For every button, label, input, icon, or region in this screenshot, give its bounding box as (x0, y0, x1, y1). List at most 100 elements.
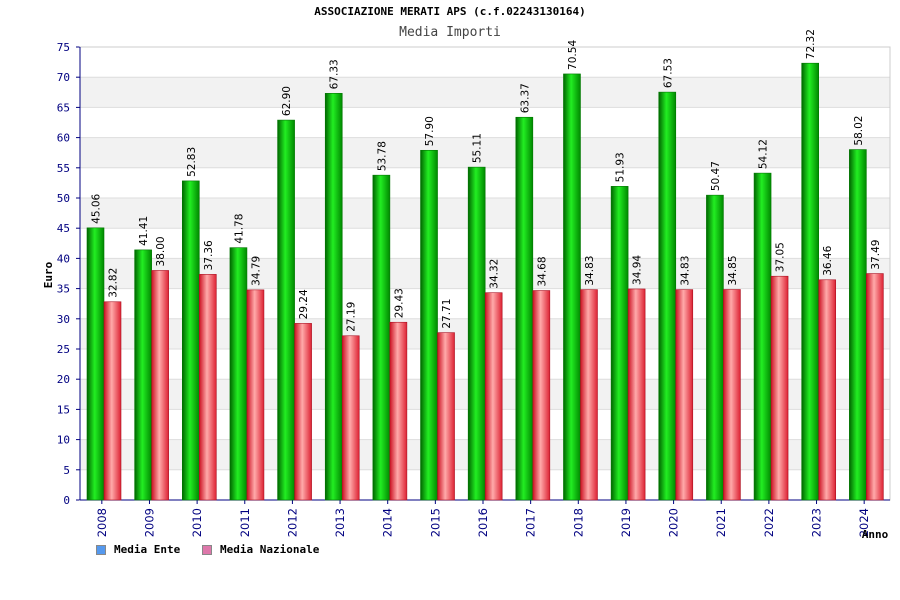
grid-band (80, 77, 890, 108)
data-label: 67.53 (662, 58, 674, 88)
data-label: 37.49 (870, 239, 882, 269)
bar-media-nazionale-2014 (389, 321, 408, 501)
data-label: 32.82 (108, 268, 120, 298)
x-tick-label: 2009 (142, 508, 156, 537)
x-tick-label: 2012 (285, 508, 299, 537)
y-tick-label: 20 (57, 373, 70, 386)
bar-media-ente-2020 (658, 91, 677, 501)
y-tick-label: 35 (57, 283, 70, 296)
data-label: 34.79 (250, 256, 262, 286)
x-tick-label: 2010 (190, 508, 204, 537)
bar-media-nazionale-2018 (580, 289, 598, 501)
bar-media-ente-2009 (134, 249, 152, 501)
chart-title: ASSOCIAZIONE MERATI APS (c.f.02243130164… (314, 5, 586, 18)
y-tick-label: 45 (57, 222, 70, 235)
y-tick-label: 0 (63, 494, 70, 507)
data-label: 38.00 (155, 236, 167, 266)
x-tick-label: 2024 (857, 508, 871, 537)
bar-media-nazionale-2024 (866, 273, 884, 501)
data-label: 29.43 (393, 288, 405, 318)
y-tick-label: 50 (57, 192, 70, 205)
y-tick-label: 5 (63, 464, 70, 477)
legend-swatch-media-nazionale (202, 544, 212, 555)
bar-media-ente-2022 (753, 172, 772, 501)
data-label: 55.11 (472, 133, 484, 163)
bar-media-nazionale-2010 (198, 274, 217, 501)
data-label: 34.32 (489, 259, 501, 289)
y-tick-label: 55 (57, 162, 70, 175)
bar-media-nazionale-2020 (675, 289, 694, 501)
bar-media-nazionale-2013 (341, 335, 360, 501)
y-tick-label: 15 (57, 403, 70, 416)
bar-media-nazionale-2019 (627, 288, 646, 501)
bar-media-nazionale-2008 (103, 301, 122, 501)
data-label: 67.33 (329, 59, 341, 89)
bar-media-ente-2023 (801, 62, 820, 501)
y-tick-label: 30 (57, 313, 70, 326)
x-tick-label: 2017 (524, 508, 538, 537)
data-label: 27.71 (441, 299, 453, 329)
bar-media-ente-2024 (849, 149, 867, 501)
data-label: 45.06 (91, 193, 103, 223)
y-tick-label: 60 (57, 132, 70, 145)
bar-media-nazionale-2012 (294, 323, 312, 501)
bar-media-nazionale-2011 (246, 289, 265, 501)
x-axis-label: Anno (862, 528, 889, 541)
x-tick-label: 2022 (762, 508, 776, 537)
bar-media-ente-2008 (86, 227, 105, 501)
legend-label-media-ente: Media Ente (114, 543, 181, 556)
data-label: 37.36 (203, 240, 215, 270)
x-tick-label: 2020 (667, 508, 681, 537)
bar-media-ente-2017 (515, 116, 534, 501)
data-label: 52.83 (186, 147, 198, 177)
data-label: 50.47 (710, 161, 722, 191)
x-tick-label: 2016 (476, 508, 490, 537)
y-axis-label: Euro (42, 261, 55, 288)
y-tick-label: 70 (57, 71, 70, 84)
data-label: 57.90 (424, 116, 436, 146)
data-label: 62.90 (281, 86, 293, 116)
bar-media-nazionale-2016 (484, 292, 503, 501)
data-label: 34.94 (632, 255, 644, 285)
bar-media-nazionale-2017 (532, 290, 551, 501)
bar-media-ente-2014 (372, 174, 391, 501)
bar-media-nazionale-2023 (818, 279, 837, 501)
data-label: 27.19 (346, 302, 358, 332)
data-label: 70.54 (567, 40, 579, 70)
x-tick-label: 2014 (381, 508, 395, 537)
x-tick-label: 2008 (95, 508, 109, 537)
x-tick-label: 2023 (810, 508, 824, 537)
data-label: 34.83 (679, 256, 691, 286)
data-label: 36.46 (822, 245, 834, 275)
data-label: 51.93 (615, 152, 627, 182)
data-label: 41.41 (138, 216, 150, 246)
y-tick-label: 65 (57, 101, 70, 114)
data-label: 29.24 (298, 289, 310, 319)
legend-item-media-ente: Media Ente (96, 543, 180, 556)
y-tick-label: 40 (57, 252, 70, 265)
x-tick-label: 2011 (238, 508, 252, 537)
x-tick-label: 2019 (619, 508, 633, 537)
bar-media-ente-2011 (229, 247, 248, 501)
data-label: 72.32 (805, 29, 817, 59)
grid-band (80, 137, 890, 168)
bar-media-ente-2013 (324, 93, 343, 501)
data-label: 53.78 (376, 141, 388, 171)
bar-media-ente-2012 (277, 119, 295, 501)
data-label: 54.12 (758, 139, 770, 169)
legend-label-media-nazionale: Media Nazionale (220, 543, 320, 556)
bar-media-ente-2021 (706, 194, 724, 501)
x-tick-label: 2013 (333, 508, 347, 537)
bar-media-nazionale-2022 (770, 275, 789, 501)
y-tick-label: 75 (57, 41, 70, 54)
data-label: 34.85 (727, 255, 739, 285)
bar-media-nazionale-2015 (437, 332, 455, 501)
x-tick-label: 2021 (714, 508, 728, 537)
bar-media-ente-2010 (181, 180, 200, 501)
data-label: 34.68 (536, 256, 548, 286)
x-tick-label: 2018 (571, 508, 585, 537)
legend-swatch-media-ente (96, 544, 106, 555)
data-label: 41.78 (233, 214, 245, 244)
y-tick-label: 25 (57, 343, 70, 356)
